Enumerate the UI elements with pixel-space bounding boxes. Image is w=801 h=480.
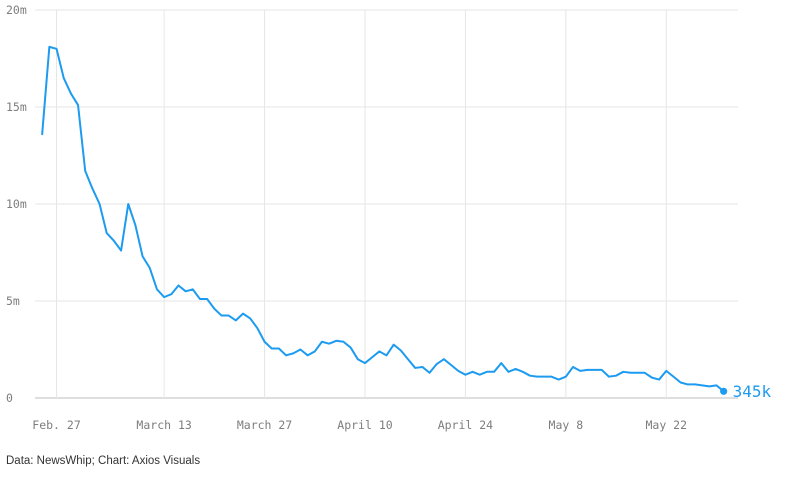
y-tick-label: 0 bbox=[6, 391, 13, 405]
source-note: Data: NewsWhip; Chart: Axios Visuals bbox=[6, 455, 201, 467]
y-tick-label: 20m bbox=[6, 3, 27, 17]
line-chart: 0 5m 10m 15m 20m Feb. 27 March 13 March 27 Apri… bbox=[6, 3, 772, 432]
x-tick-label: Feb. 27 bbox=[32, 418, 81, 432]
x-tick-label: March 27 bbox=[237, 418, 292, 432]
x-tick-label: April 24 bbox=[438, 418, 493, 432]
series-layer bbox=[41, 45, 725, 393]
end-value-label: 345k bbox=[733, 382, 772, 401]
x-tick-label: May 8 bbox=[549, 418, 584, 432]
x-tick-label: March 13 bbox=[136, 418, 191, 432]
series-line bbox=[41, 45, 725, 393]
x-tick-label: April 10 bbox=[337, 418, 392, 432]
y-tick-label: 5m bbox=[6, 294, 20, 308]
end-point-marker bbox=[720, 387, 728, 395]
x-tick-label: May 22 bbox=[645, 418, 687, 432]
x-axis-ticks: Feb. 27 March 13 March 27 April 10 April 24 M… bbox=[32, 418, 687, 432]
y-tick-label: 15m bbox=[6, 100, 27, 114]
end-marker-group: 345k bbox=[720, 382, 772, 401]
gridlines bbox=[35, 9, 738, 399]
y-axis-ticks: 0 5m 10m 15m 20m bbox=[6, 3, 27, 405]
y-tick-label: 10m bbox=[6, 197, 27, 211]
